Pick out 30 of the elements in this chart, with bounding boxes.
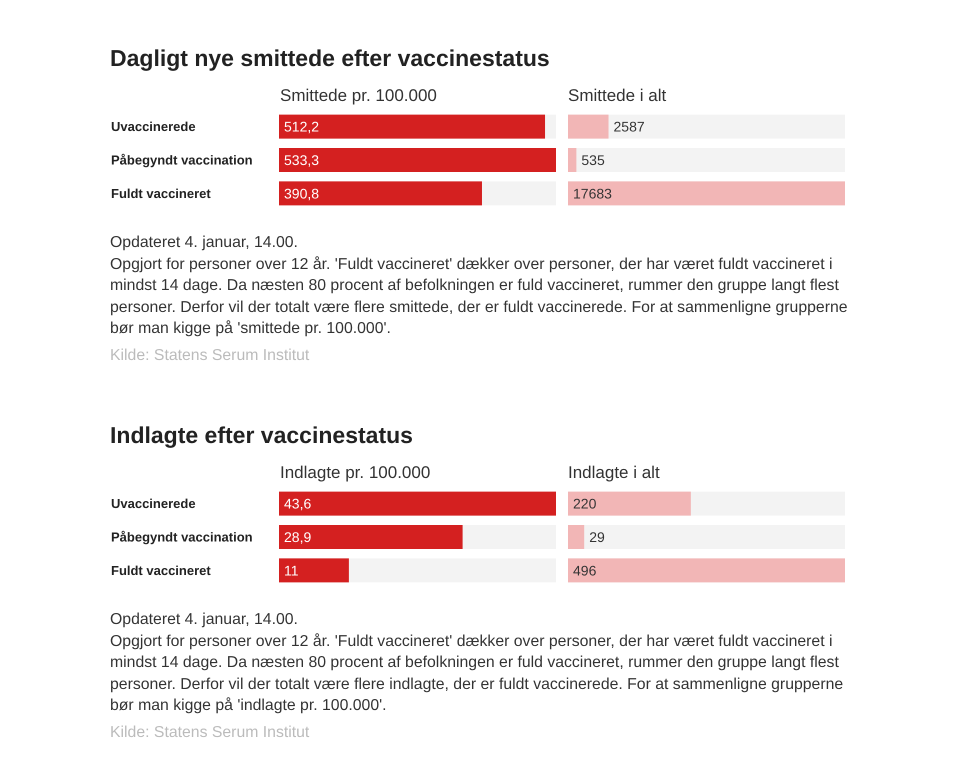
data-label: 28,9 bbox=[284, 529, 312, 545]
data-label: 220 bbox=[573, 496, 597, 512]
chart-title: Indlagte efter vaccinestatus bbox=[110, 422, 413, 449]
data-label: 2587 bbox=[614, 118, 645, 135]
y-tick-label: Påbegyndt vaccination bbox=[111, 152, 253, 168]
data-label: 533,3 bbox=[284, 152, 320, 168]
data-label: 512,2 bbox=[284, 118, 320, 135]
y-tick-label: Uvaccinerede bbox=[111, 496, 196, 512]
text: Opdateret 4. januar, 14.00. bbox=[110, 610, 299, 630]
text: Opgjort for personer over 12 år. 'Fuldt vaccineret' dækker over personer, der har været fuldt vaccineret i mindst 14 dage. Da næsten 80 procent af befolkningen er fuld vaccineret, rummer den gruppe langt flest personer. Derfor vil der totalt være flere smittede, der er fuldt vaccinerede. For at sammenligne grupperne bør man kigge på 'smittede pr. 100.000'. bbox=[110, 254, 849, 339]
y-tick-label: Fuldt vaccineret bbox=[111, 186, 212, 201]
chart-subtitle: Indlagte pr. 100.000 bbox=[280, 463, 430, 483]
data-label: 29 bbox=[589, 529, 605, 545]
data-label: 11 bbox=[284, 562, 299, 578]
chart-subtitle: Indlagte i alt bbox=[568, 463, 660, 483]
data-label: 43,6 bbox=[284, 496, 312, 512]
text: Kilde: Statens Serum Institut bbox=[110, 346, 310, 366]
data-label: 496 bbox=[573, 562, 597, 578]
data-label: 17683 bbox=[573, 185, 612, 202]
data-label: 390,8 bbox=[284, 185, 320, 202]
y-tick-label: Uvaccinerede bbox=[111, 119, 196, 134]
chart-title: Dagligt nye smittede efter vaccinestatus bbox=[110, 45, 550, 72]
data-label: 535 bbox=[581, 152, 605, 168]
chart-subtitle: Smittede pr. 100.000 bbox=[280, 86, 437, 106]
text: Opdateret 4. januar, 14.00. bbox=[110, 233, 299, 253]
y-tick-label: Fuldt vaccineret bbox=[111, 562, 212, 578]
chart-subtitle: Smittede i alt bbox=[568, 86, 666, 106]
text: Opgjort for personer over 12 år. 'Fuldt vaccineret' dækker over personer, der har været fuldt vaccineret i mindst 14 dage. Da næsten 80 procent af befolkningen er fuld vaccineret, rummer den gruppe langt flest personer. Derfor vil der totalt være flere indlagte, der er fuldt vaccinerede. For at sammenligne grupperne bør man kigge på 'indlagte pr. 100.000'. bbox=[110, 632, 844, 716]
y-tick-label: Påbegyndt vaccination bbox=[111, 530, 253, 544]
text: Kilde: Statens Serum Institut bbox=[110, 722, 310, 742]
